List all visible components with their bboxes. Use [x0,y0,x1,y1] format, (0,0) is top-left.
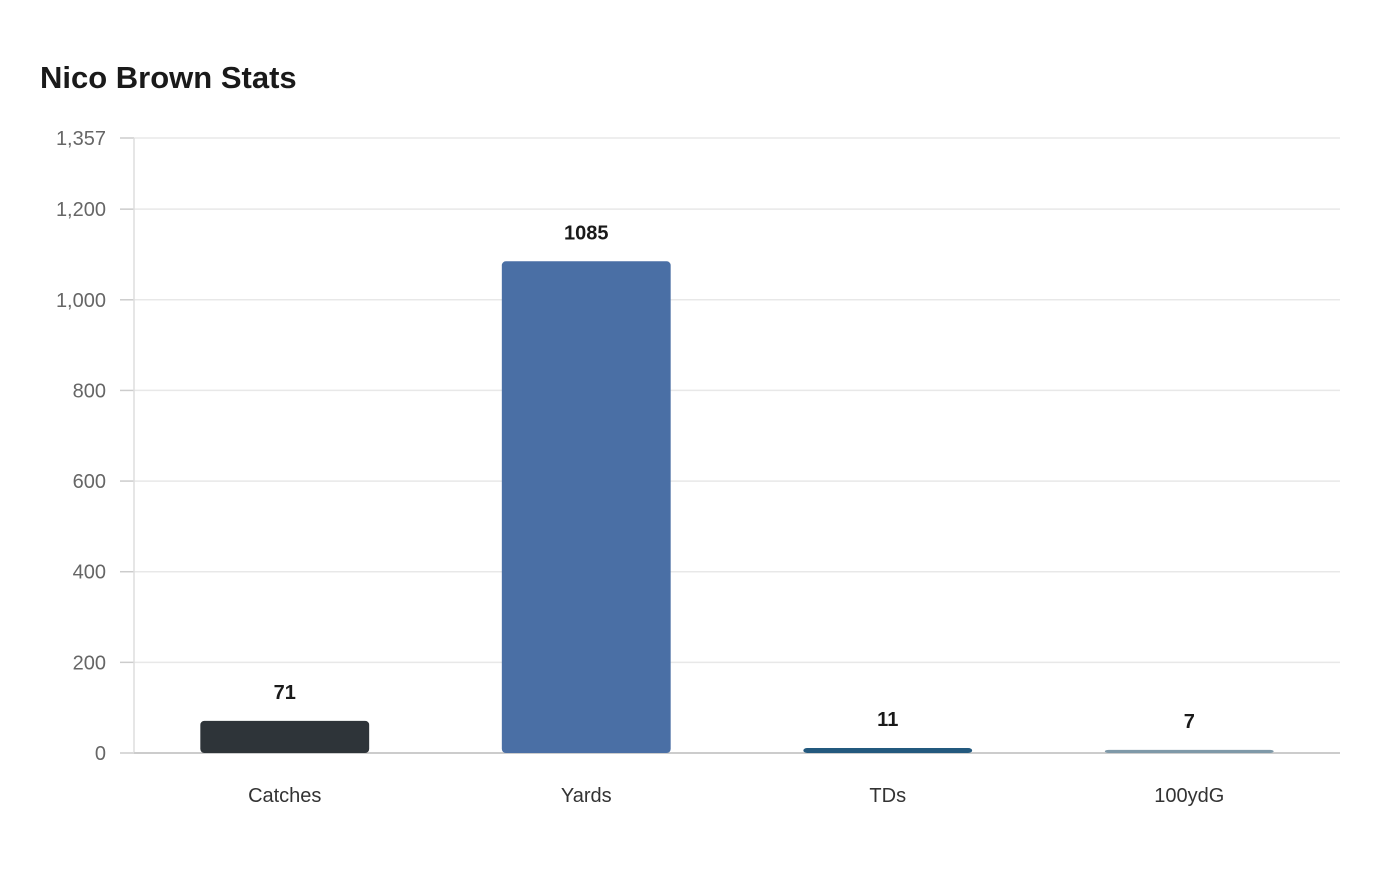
bar-catches [200,720,370,753]
data-label: 1085 [564,222,609,244]
y-tick-label: 1,200 [56,199,106,221]
data-label: 71 [274,682,296,704]
y-tick-label: 400 [73,562,106,584]
bar-yards [501,261,671,753]
x-tick-label: Catches [248,785,321,807]
bar-100ydg [1104,749,1274,753]
y-tick-label: 0 [95,743,106,765]
data-label: 11 [877,709,898,731]
x-tick-label: TDs [869,785,906,807]
bars [200,261,1274,753]
grid-lines [134,137,1340,664]
x-tick-label: Yards [561,785,612,807]
y-tick-label: 1,000 [56,290,106,312]
x-tick-label: 100ydG [1154,785,1224,807]
labels: 0 200 400 600 800 1,000 1,200 1,357 71 Catches 108… [56,128,1224,807]
bar-tds [803,748,973,753]
y-tick-label: 1,357 [56,128,106,150]
axes [120,137,1340,754]
y-tick-label: 800 [73,380,106,402]
y-tick-label: 600 [73,471,106,493]
data-label: 7 [1184,711,1195,733]
y-tick-label: 200 [73,652,106,674]
chart-title: Nico Brown Stats [40,60,297,95]
